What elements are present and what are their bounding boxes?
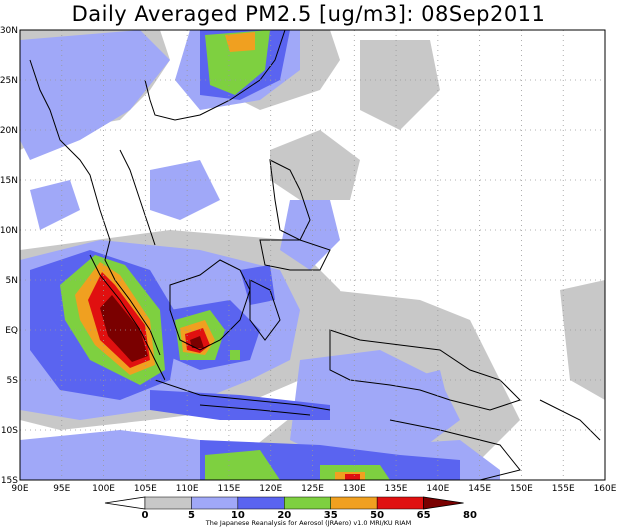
lon-label: 95E [53, 484, 70, 494]
lon-label: 150E [510, 484, 533, 494]
colorbar-bin [144, 496, 192, 510]
lat-label: 10N [0, 226, 18, 236]
lon-label: 100E [92, 484, 115, 494]
colorbar-bin [191, 496, 239, 510]
map-title: Daily Averaged PM2.5 [ug/m3]: 08Sep2011 [71, 2, 546, 26]
pm25-contour-80-plus [100, 295, 204, 362]
coastlines [29, 30, 601, 480]
colorbar-tick-label: 35 [324, 510, 338, 521]
lon-label: 160E [594, 484, 617, 494]
lon-label: 130E [343, 484, 366, 494]
lat-label: 10S [1, 426, 18, 436]
lat-label: 25N [0, 76, 18, 86]
colorbar-tick-label: 20 [277, 510, 291, 521]
colorbar-tick-label: 50 [370, 510, 384, 521]
colorbar-bin [284, 496, 331, 510]
lat-label: EQ [5, 326, 18, 336]
colorbar-tick-label: 10 [231, 510, 245, 521]
colorbar-tick-label: 0 [142, 510, 149, 521]
lon-label: 105E [134, 484, 157, 494]
lat-label: 15S [1, 476, 18, 486]
lon-label: 115E [217, 484, 240, 494]
colorbar-tick-label: 80 [463, 510, 477, 521]
colorbar-arrow-high [423, 496, 464, 510]
lat-label: 5S [7, 376, 19, 386]
lon-label: 120E [259, 484, 282, 494]
credit-text: The Japanese Reanalysis for Aerosol (JRA… [205, 519, 412, 527]
grid-lines [20, 30, 605, 480]
colorbar: 0 5 10 20 35 50 65 80 [104, 496, 477, 521]
colorbar-arrow-low [104, 496, 146, 510]
lon-label: 145E [468, 484, 491, 494]
colorbar-tick-label: 65 [417, 510, 431, 521]
colorbar-bin [237, 496, 285, 510]
lat-label: 30N [0, 26, 18, 36]
lat-label: 5N [6, 276, 18, 286]
latitude-labels: 30N 25N 20N 15N 10N 5N EQ 5S 10S 15S [0, 26, 18, 486]
lon-label: 125E [301, 484, 324, 494]
lon-label: 155E [552, 484, 575, 494]
lon-label: 90E [11, 484, 28, 494]
lon-label: 135E [385, 484, 408, 494]
lat-label: 20N [0, 126, 18, 136]
longitude-labels: 90E 95E 100E 105E 110E 115E 120E 125E 130E 135E 14… [11, 484, 616, 494]
plot-frame [19, 29, 606, 481]
lon-label: 140E [426, 484, 449, 494]
colorbar-bin [330, 496, 378, 510]
colorbar-tick-label: 5 [188, 510, 195, 521]
colorbar-bin [376, 496, 424, 510]
lat-label: 15N [0, 176, 18, 186]
lon-label: 110E [176, 484, 199, 494]
